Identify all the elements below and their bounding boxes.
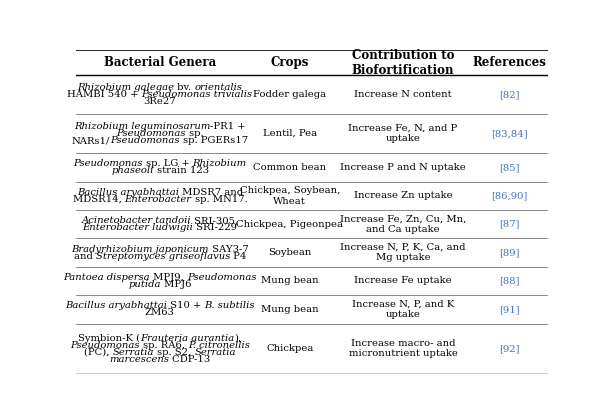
Text: MPJ9,: MPJ9, [150,273,187,282]
Text: [88]: [88] [499,276,519,286]
Text: [83,84]: [83,84] [491,129,527,138]
Text: -PR1 +: -PR1 + [210,122,246,131]
Text: Serratia: Serratia [113,348,154,357]
Text: strain 123: strain 123 [153,166,209,176]
Bar [76,75,548,114]
Text: Increase Zn uptake: Increase Zn uptake [354,192,452,200]
Text: phaseoli: phaseoli [111,166,153,176]
Bar [76,114,548,153]
Text: sp. MN17.: sp. MN17. [191,195,247,204]
Text: SRI-229: SRI-229 [193,223,238,232]
Text: 3Re27: 3Re27 [144,97,176,106]
Text: Fodder galega: Fodder galega [253,90,326,99]
Text: Bacillus aryabhattai: Bacillus aryabhattai [65,302,167,310]
Text: (PC),: (PC), [84,348,113,357]
Text: [89]: [89] [499,248,519,257]
Text: Frauteria aurantia: Frauteria aurantia [140,334,234,343]
Text: [91]: [91] [499,305,519,314]
Text: HAMBI 540 +: HAMBI 540 + [67,90,141,99]
Text: Common bean: Common bean [253,163,326,172]
Text: [87]: [87] [499,220,519,229]
Text: Crops: Crops [270,56,309,69]
Text: sp. PGERs17: sp. PGERs17 [180,136,248,145]
Text: Soybean: Soybean [268,248,311,257]
Text: Pseudomonas: Pseudomonas [73,160,143,168]
Text: B. subtilis: B. subtilis [205,302,255,310]
Bar [76,210,548,239]
Text: Mung bean: Mung bean [261,276,319,286]
Text: Rhizobium leguminosarum: Rhizobium leguminosarum [74,122,210,131]
Text: CDP-13: CDP-13 [169,354,211,364]
Text: Symbion-K (: Symbion-K ( [78,334,140,343]
Text: ),: ), [234,334,242,343]
Text: Mung bean: Mung bean [261,305,319,314]
Text: Increase P and N uptake: Increase P and N uptake [340,163,466,172]
Bar [76,295,548,323]
Text: Streptomyces griseoflavus: Streptomyces griseoflavus [96,252,230,260]
Text: P4: P4 [230,252,246,260]
Text: sp. RA6,: sp. RA6, [139,341,188,350]
Text: Chickpea: Chickpea [266,344,314,353]
Text: S10 +: S10 + [167,302,205,310]
Text: SAY3-7: SAY3-7 [209,244,248,254]
Text: NARs1/: NARs1/ [72,136,110,145]
Bar [76,239,548,267]
Text: Rhizobium: Rhizobium [192,160,247,168]
Bar [76,181,548,210]
Text: Pseudomonas: Pseudomonas [187,273,256,282]
Text: sp. S2,: sp. S2, [154,348,194,357]
Text: Increase N, P, K, Ca, and
Mg uptake: Increase N, P, K, Ca, and Mg uptake [340,243,466,262]
Text: SRI-305,: SRI-305, [191,216,238,225]
Text: orientalis: orientalis [194,83,242,92]
Text: Bradyrhizobium japonicum: Bradyrhizobium japonicum [71,244,209,254]
Text: MPJ6: MPJ6 [161,280,191,289]
Text: Increase Fe uptake: Increase Fe uptake [354,276,452,286]
Text: putida: putida [128,280,161,289]
Bar [76,267,548,295]
Text: Pantoea dispersa: Pantoea dispersa [63,273,150,282]
Text: [82]: [82] [499,90,519,99]
Text: Serratia: Serratia [194,348,236,357]
Bar [76,323,548,374]
Text: Bacterial Genera: Bacterial Genera [104,56,216,69]
Text: Enterobacter: Enterobacter [124,195,191,204]
Text: Increase macro- and
micronutrient uptake: Increase macro- and micronutrient uptake [348,339,457,358]
Text: Pseudomonas trivialis: Pseudomonas trivialis [141,90,253,99]
Text: [85]: [85] [499,163,519,172]
Text: sp. LG +: sp. LG + [143,160,192,168]
Text: Chickpea, Pigeonpea: Chickpea, Pigeonpea [236,220,343,229]
Text: ZM63: ZM63 [145,308,175,318]
Text: MDSR14,: MDSR14, [72,195,124,204]
Text: and: and [74,252,96,260]
Text: Increase Fe, N, and P
uptake: Increase Fe, N, and P uptake [348,124,457,143]
Text: Contribution to
Biofortification: Contribution to Biofortification [352,49,454,76]
Text: [92]: [92] [499,344,519,353]
Text: References: References [472,56,546,69]
Text: Lentil, Pea: Lentil, Pea [262,129,317,138]
Bar [76,153,548,181]
Text: Pseudomonas: Pseudomonas [70,341,139,350]
Text: Increase N content: Increase N content [354,90,452,99]
Text: Enterobacter ludwigii: Enterobacter ludwigii [82,223,193,232]
Text: sp.: sp. [186,129,203,138]
Text: Bacillus aryabhattai: Bacillus aryabhattai [77,188,179,197]
Text: marcescens: marcescens [109,354,169,364]
Text: bv.: bv. [174,83,194,92]
Text: Chickpea, Soybean,
Wheat: Chickpea, Soybean, Wheat [239,186,340,205]
Text: Increase N, P, and K
uptake: Increase N, P, and K uptake [352,300,454,319]
Text: Pseudomonas: Pseudomonas [110,136,180,145]
Text: P. citronellis: P. citronellis [188,341,250,350]
Text: [86,90]: [86,90] [491,192,527,200]
Text: MDSR7 and: MDSR7 and [179,188,243,197]
Text: Increase Fe, Zn, Cu, Mn,
and Ca uptake: Increase Fe, Zn, Cu, Mn, and Ca uptake [340,215,466,234]
Text: Rhizobium galegae: Rhizobium galegae [77,83,174,92]
Text: Pseudomonas: Pseudomonas [116,129,186,138]
Text: Acinetobacter tandoii: Acinetobacter tandoii [82,216,191,225]
